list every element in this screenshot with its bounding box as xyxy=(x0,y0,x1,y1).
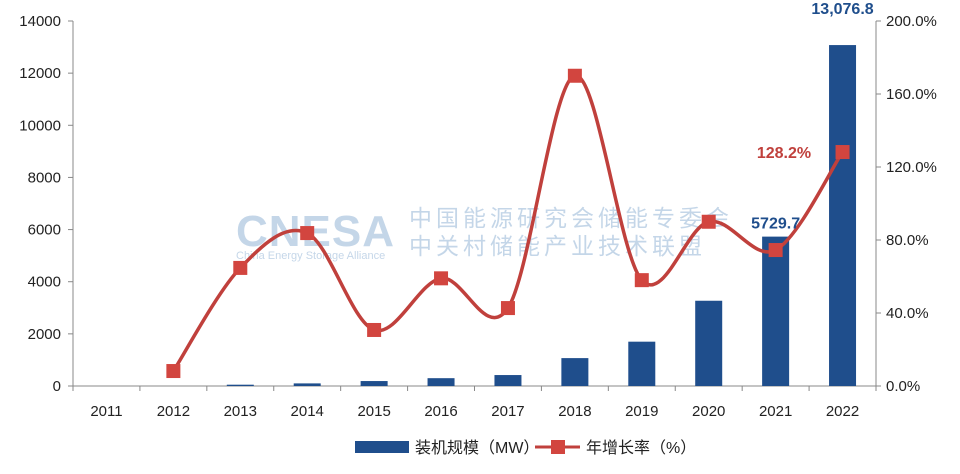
bar-2013 xyxy=(226,384,254,386)
left-tick-label: 4000 xyxy=(28,274,61,291)
legend-line-label: 年增长率（%） xyxy=(586,439,696,457)
x-tick-label: 2014 xyxy=(291,403,324,420)
bar-label-2022: 13,076.8 xyxy=(811,1,873,18)
left-tick-label: 8000 xyxy=(28,169,61,186)
x-tick-label: 2013 xyxy=(224,403,257,420)
right-tick-label: 120.0% xyxy=(886,159,937,176)
right-tick-label: 0.0% xyxy=(886,378,920,395)
growth-marker-2020 xyxy=(701,214,716,229)
growth-marker-2014 xyxy=(300,226,315,241)
bar-2019 xyxy=(628,341,656,386)
x-tick-label: 2020 xyxy=(692,403,725,420)
growth-marker-2022 xyxy=(835,145,850,160)
x-tick-label: 2016 xyxy=(424,403,457,420)
line-label-2022: 128.2% xyxy=(757,145,811,162)
x-tick-label: 2019 xyxy=(625,403,658,420)
right-tick-label: 200.0% xyxy=(886,13,937,30)
x-tick-label: 2018 xyxy=(558,403,591,420)
right-tick-label: 40.0% xyxy=(886,305,929,322)
growth-marker-2018 xyxy=(567,68,582,83)
legend-line-marker xyxy=(551,440,565,454)
bar-2020 xyxy=(695,300,723,386)
legend-bar-label: 装机规模（MW） xyxy=(415,439,539,457)
bar-2016 xyxy=(427,378,455,386)
x-tick-label: 2015 xyxy=(357,403,390,420)
growth-marker-2019 xyxy=(634,273,649,288)
growth-marker-2017 xyxy=(500,301,515,316)
left-tick-label: 0 xyxy=(53,378,61,395)
left-tick-label: 10000 xyxy=(19,117,61,134)
bar-2018 xyxy=(561,358,589,386)
growth-marker-2015 xyxy=(367,322,382,337)
bar-label-2021: 5729.7 xyxy=(751,216,800,233)
left-tick-label: 14000 xyxy=(19,13,61,30)
right-tick-label: 80.0% xyxy=(886,232,929,249)
bar-2021 xyxy=(762,236,790,386)
left-tick-label: 6000 xyxy=(28,222,61,239)
growth-marker-2016 xyxy=(434,271,449,286)
x-tick-label: 2021 xyxy=(759,403,792,420)
growth-marker-2012 xyxy=(166,364,181,379)
bar-2015 xyxy=(360,381,388,386)
x-tick-label: 2012 xyxy=(157,403,190,420)
growth-marker-2021 xyxy=(768,243,783,258)
x-tick-label: 2022 xyxy=(826,403,859,420)
left-tick-label: 2000 xyxy=(28,326,61,343)
bar-2014 xyxy=(293,383,321,386)
right-tick-label: 160.0% xyxy=(886,86,937,103)
x-tick-label: 2011 xyxy=(90,403,122,420)
left-tick-label: 12000 xyxy=(19,65,61,82)
growth-rate-line xyxy=(171,74,844,372)
legend-bar-swatch xyxy=(355,441,409,453)
x-tick-label: 2017 xyxy=(491,403,524,420)
bar-2022 xyxy=(829,45,857,386)
growth-marker-2013 xyxy=(233,260,248,275)
bar-2017 xyxy=(494,375,522,386)
